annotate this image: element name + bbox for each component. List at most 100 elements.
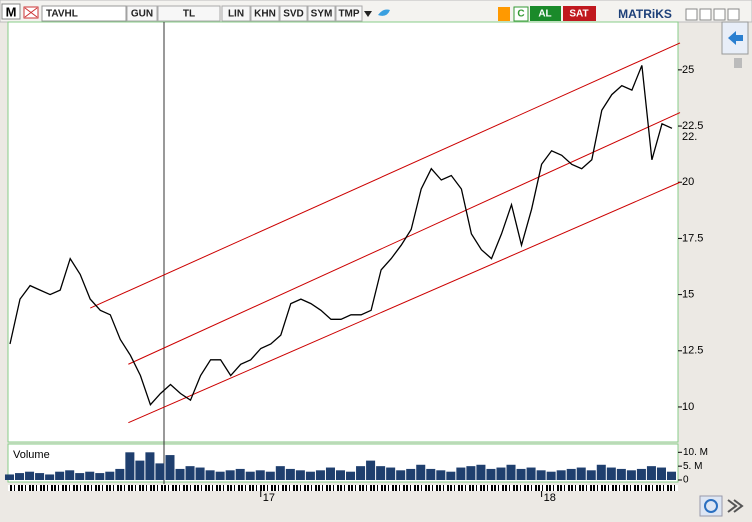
toolbar-button-label: SYM [311,9,333,20]
volume-bar [305,471,315,480]
volume-bar [185,466,195,480]
volume-bar [666,471,677,480]
twitter-icon[interactable] [378,9,390,16]
volume-bar [356,466,366,480]
y-tick-label: 25 [682,64,694,76]
trend-line [90,42,681,309]
volume-bar [626,470,636,480]
dropdown[interactable] [364,11,372,17]
toolbar-button-label: SVD [283,9,304,20]
volume-bar [25,471,35,480]
volume-bar [466,466,476,480]
y-tick-label: 17.5 [682,232,703,244]
volume-bar [586,470,596,480]
toolbar-button-label: TL [183,9,195,20]
volume-label: Volume [13,449,50,461]
volume-bar [476,464,486,480]
c-box[interactable] [513,6,529,22]
volume-bar [195,467,205,480]
volume-bar [526,467,536,480]
close[interactable] [727,8,740,21]
volume-tick-label: 10. M [683,447,708,458]
volume-bar [406,468,416,480]
flash-icon[interactable] [498,7,510,21]
symbol-box[interactable] [41,5,127,22]
volume-bar [335,470,346,480]
volume-bar [75,473,85,480]
volume-bar [65,470,75,480]
volume-bar [285,468,295,480]
volume-bar [446,471,456,480]
volume-bar [105,471,115,480]
volume-bar [135,460,145,480]
volume-bar [636,468,646,480]
back-arrow [728,31,743,45]
volume-bar [245,471,255,480]
volume-bar [315,470,325,480]
toolbar-button[interactable] [335,5,363,22]
price-line [9,65,673,406]
flag-cross [24,7,38,18]
volume-bar [95,473,105,480]
toolbar-button[interactable] [279,5,308,22]
volume-bar [456,467,466,480]
buy-button: AL [538,9,551,20]
toolbar-buttons: GUN TL LIN KHN SVD SYM TMP [126,5,363,22]
trend-line [128,181,681,424]
toolbar-button[interactable] [307,5,336,22]
volume-bar [596,464,606,480]
volume-bar [235,468,245,480]
toolbar-button[interactable] [157,5,221,22]
volume-bar [656,467,666,480]
volume-bar [145,452,155,480]
volume-bar [616,468,626,480]
volume-bar [165,455,175,480]
logo-box [1,3,21,20]
volume-bar [426,468,436,480]
toolbar-button[interactable] [126,5,158,22]
volume-tick-label: 5. M [683,461,702,472]
volume-bar [265,471,275,480]
last-value-label: 22. [682,131,697,143]
volume-bar [366,460,376,480]
sell-button: SAT [569,9,588,20]
volume-bar [486,468,496,480]
toolbar-button[interactable] [221,5,251,22]
volume-tick-label: 0 [683,475,689,486]
volume-bar [386,467,396,480]
toolbar-button[interactable] [250,5,280,22]
toolbar-button-label: KHN [254,9,276,20]
price-panel [7,21,679,443]
maximize[interactable] [713,8,726,21]
volume-bar [436,470,446,480]
volume-bar [506,464,516,480]
toolbar-button-label: TMP [338,9,359,20]
volume-bar [35,473,45,480]
volume-bar [115,468,125,480]
buy-box[interactable] [530,6,561,21]
refresh-button[interactable] [699,495,723,517]
scroll-handle[interactable] [734,58,742,68]
y-tick-label: 20 [682,176,694,188]
volume-bar [606,467,616,480]
y-tick-label: 12.5 [682,345,703,357]
minimize[interactable] [685,8,698,21]
forward-icon[interactable] [727,499,744,513]
volume-bar [295,470,305,480]
volume-bar [175,468,185,480]
toolbar-button-label: LIN [228,9,244,20]
volume-bar [15,473,25,480]
toolbar-button-label: GUN [131,9,153,20]
c-button: C [517,9,524,20]
volume-bar [346,471,356,480]
symbol: TAVHL [46,9,78,20]
sell-box[interactable] [563,6,596,21]
volume-bar [55,471,65,480]
volume-bar [416,464,426,480]
volume-bar [496,467,506,480]
refresh-icon [704,499,718,513]
volume-bar [536,470,546,480]
restore[interactable] [699,8,712,21]
x-tick-label: 17 [263,492,275,504]
